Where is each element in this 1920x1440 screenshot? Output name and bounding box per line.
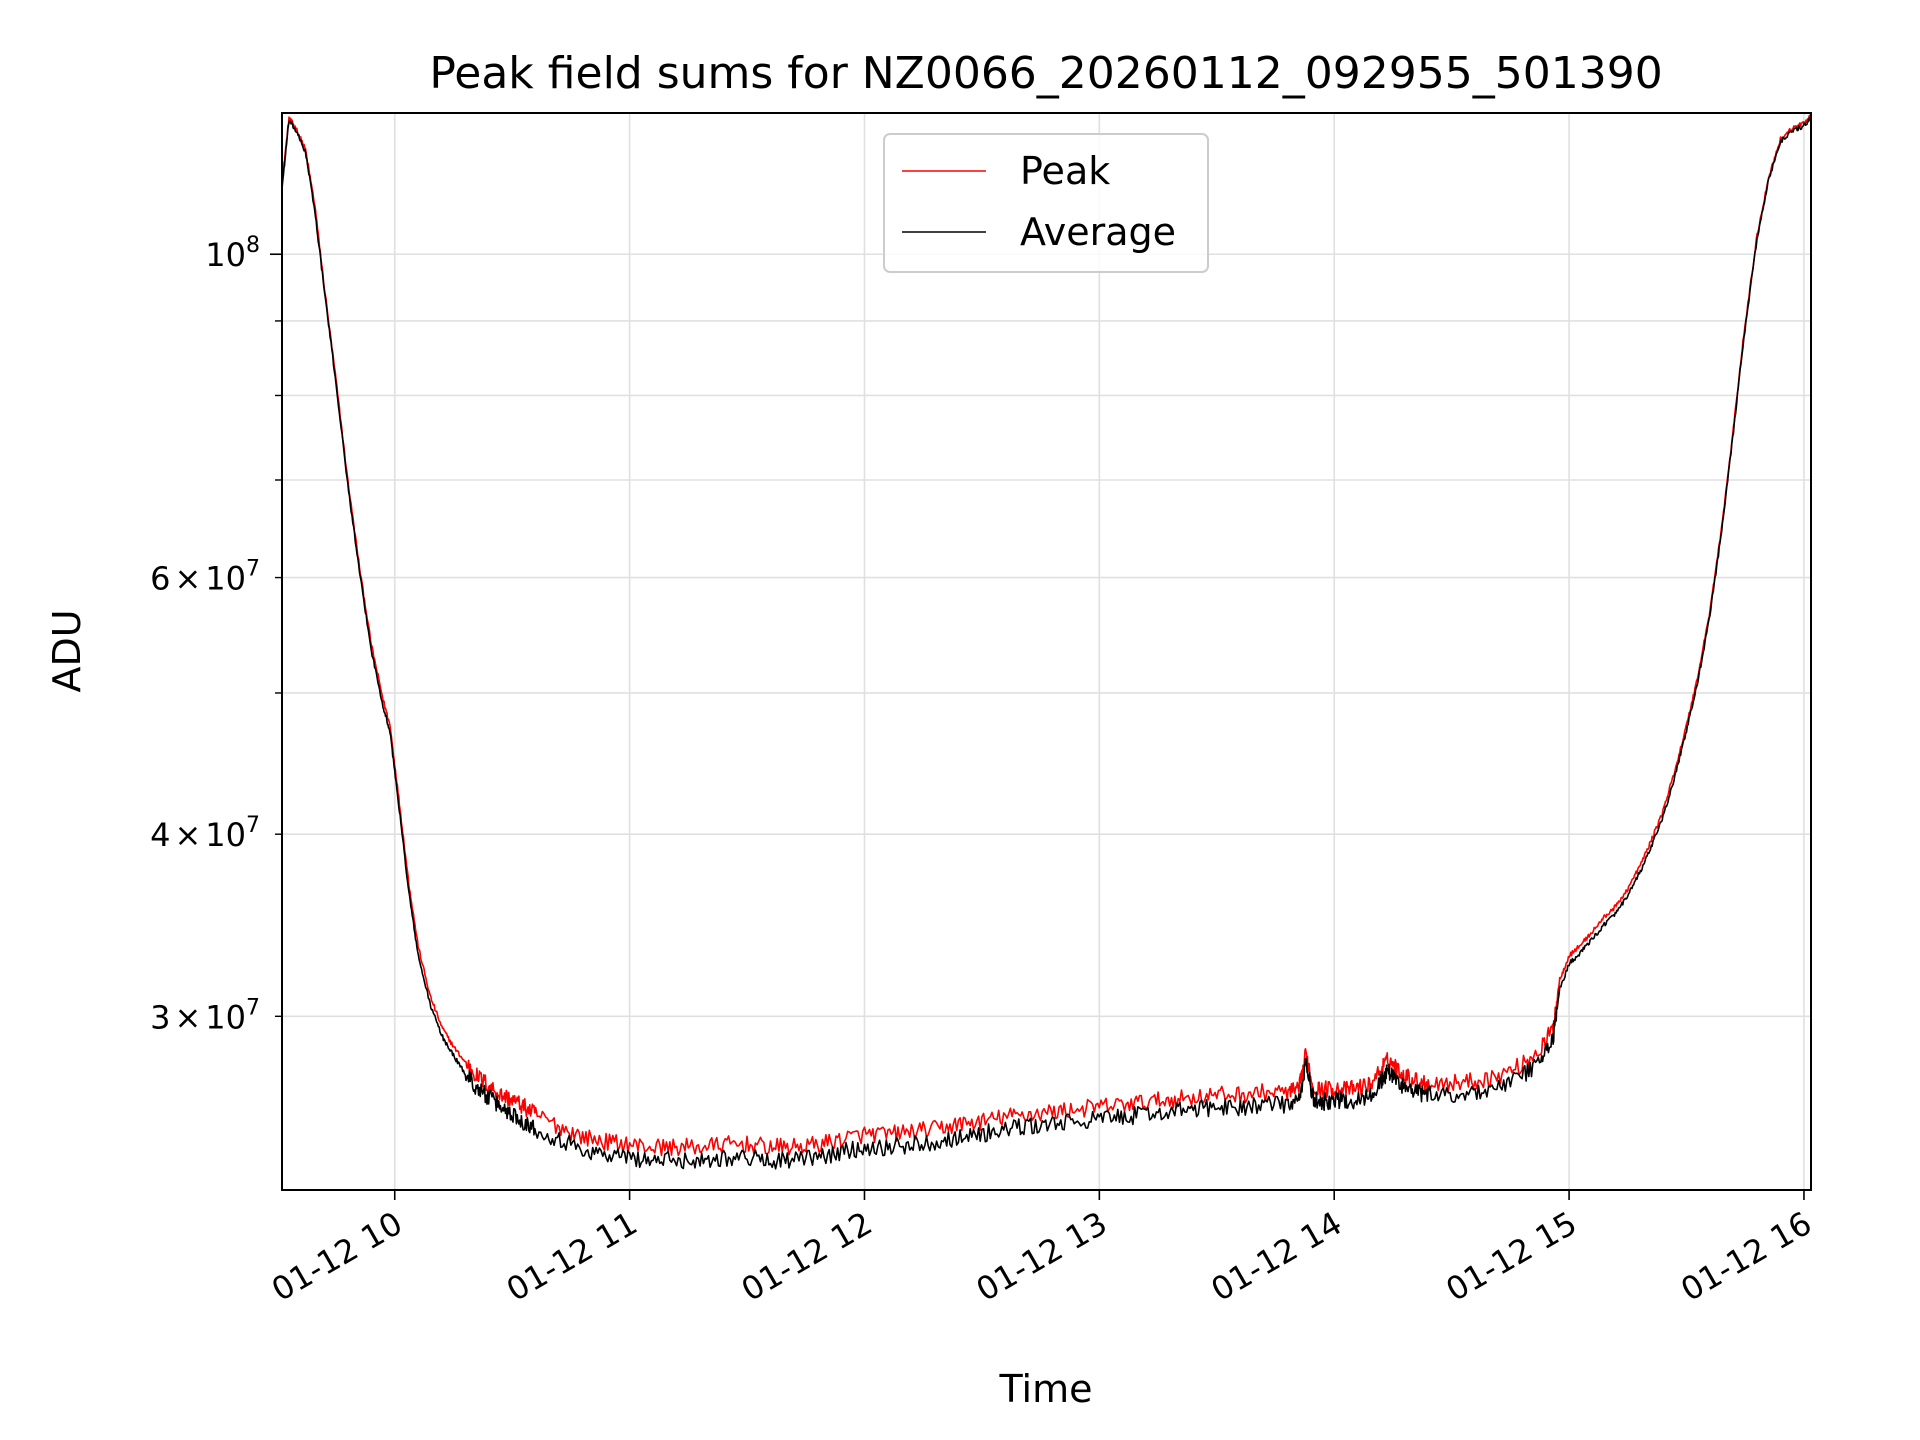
y-tick-label: 108 bbox=[205, 233, 260, 274]
y-tick-exponent: 8 bbox=[246, 233, 260, 258]
legend-label-peak: Peak bbox=[1020, 149, 1110, 193]
chart-title: Peak field sums for NZ0066_20260112_0929… bbox=[429, 48, 1662, 99]
y-tick-mantissa: 6 bbox=[150, 560, 170, 598]
y-tick-mantissa: 4 bbox=[150, 816, 170, 854]
series-lines bbox=[282, 114, 1811, 1170]
y-tick-base: 10 bbox=[205, 998, 246, 1036]
legend: Peak Average bbox=[883, 133, 1209, 273]
y-tick-exponent: 7 bbox=[246, 813, 260, 838]
series-line-average bbox=[282, 117, 1811, 1170]
y-tick-mantissa: 3 bbox=[150, 998, 170, 1036]
y-tick-label: 6 × 107 bbox=[150, 557, 260, 598]
y-tick-base: 10 bbox=[205, 816, 246, 854]
grid-lines bbox=[282, 113, 1811, 1190]
legend-label-average: Average bbox=[1020, 210, 1176, 254]
y-tick-label: 3 × 107 bbox=[150, 995, 260, 1036]
x-axis-label: Time bbox=[999, 1367, 1093, 1411]
plot-frame bbox=[281, 112, 1812, 1191]
y-tick-times: × bbox=[174, 816, 201, 854]
y-tick-times: × bbox=[174, 998, 201, 1036]
y-tick-exponent: 7 bbox=[246, 995, 260, 1020]
y-tick-label: 4 × 107 bbox=[150, 813, 260, 854]
y-tick-times: × bbox=[174, 560, 201, 598]
y-tick-base: 10 bbox=[205, 236, 246, 274]
y-tick-exponent: 7 bbox=[246, 557, 260, 582]
y-axis-label: ADU bbox=[45, 609, 89, 692]
series-line-peak bbox=[282, 114, 1811, 1157]
legend-box bbox=[883, 133, 1209, 273]
y-tick-base: 10 bbox=[205, 560, 246, 598]
